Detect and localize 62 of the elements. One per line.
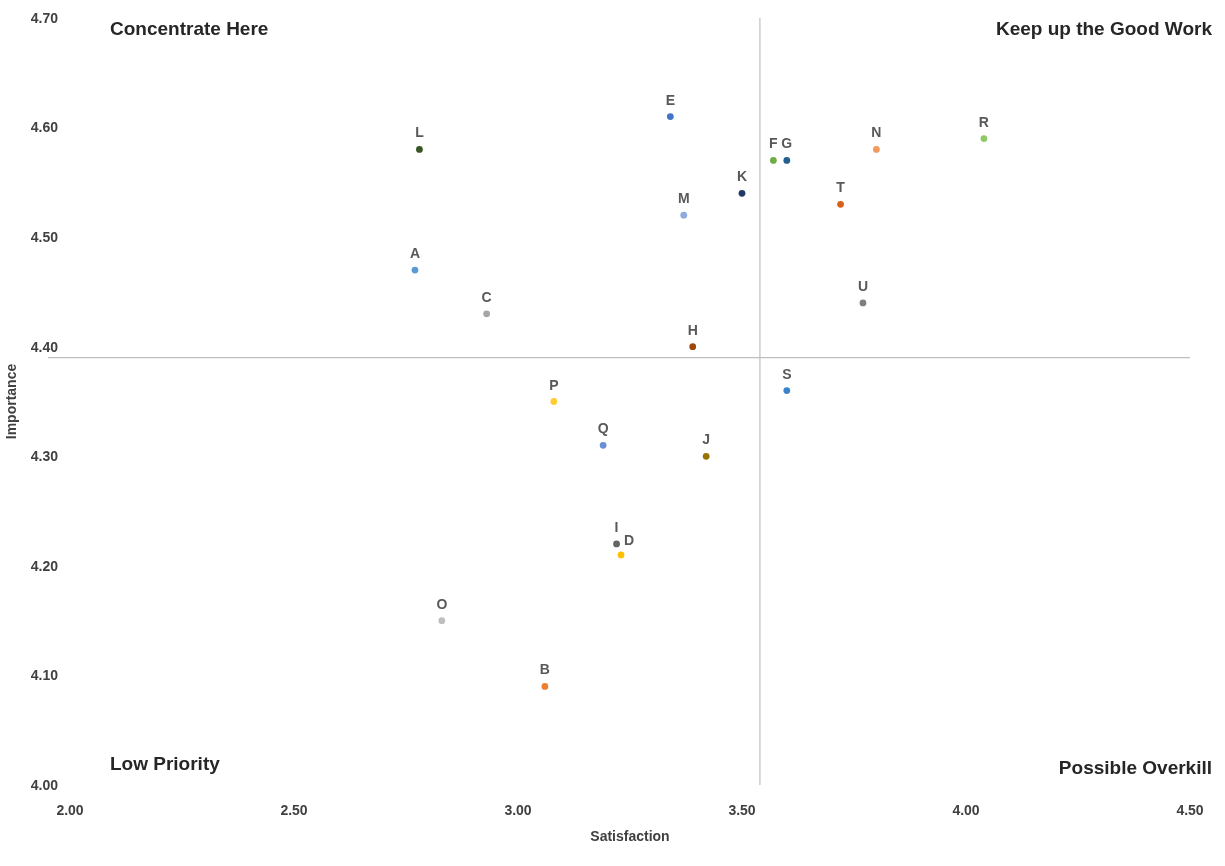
point [769,157,777,164]
series-label: C [481,288,492,305]
series-label: R [978,113,989,130]
annotation: Keep up the Good Work [995,17,1213,39]
point [783,157,791,164]
series-label: N [871,124,882,141]
annotation: Concentrate Here [110,17,269,39]
series-label: P [549,376,559,393]
x-tick-label: 4.00 [952,802,980,818]
series-label: H [687,321,698,338]
point [541,683,549,690]
series-label: T [836,179,846,196]
point [702,452,710,460]
x-tick-label: 3.00 [504,802,532,818]
y-tick-label: 4.10 [30,667,59,684]
x-tick-label: 4.50 [1176,802,1204,818]
y-tick-label: 4.60 [30,119,59,136]
x-tick-label: 2.50 [280,802,308,818]
series-label: B [539,661,550,678]
point [438,617,446,625]
series-label: O [436,595,448,612]
point [859,299,867,307]
point [617,551,625,559]
point [738,189,746,197]
y-tick-label: 4.30 [30,448,59,465]
point [837,200,844,208]
series-label: L [415,124,425,141]
y-tick-label: 4.50 [30,229,59,246]
y-axis-title: Importance [3,363,19,440]
series-label: G [781,135,793,152]
series-label: F [769,135,779,152]
annotation: Possible Overkill [1058,756,1212,778]
y-tick-label: 4.70 [30,9,59,26]
point [980,135,988,142]
annotation: Low Priority [110,752,221,774]
x-tick-label: 2.00 [56,802,84,818]
point [599,441,607,449]
series-label: D [624,531,635,548]
series-label: E [665,91,675,108]
point [416,146,423,153]
series-label: S [782,365,792,382]
point [680,211,688,219]
series-label: M [677,190,690,207]
point [783,387,791,394]
y-tick-label: 4.00 [30,776,59,793]
point [483,310,491,318]
point [666,113,674,120]
point [550,398,558,405]
point [613,540,620,548]
x-axis-title: Satisfaction [590,828,670,844]
series-label: Q [597,420,609,437]
x-tick-label: 3.50 [728,802,756,818]
series-label: U [857,277,869,294]
y-tick-label: 4.40 [30,338,59,355]
y-tick-label: 4.20 [30,557,59,574]
point [873,146,880,153]
series-label: K [736,168,748,185]
point [689,343,697,351]
series-label: A [409,245,421,262]
series-label: J [702,431,711,448]
series-label: I [614,518,619,535]
point [411,266,419,274]
